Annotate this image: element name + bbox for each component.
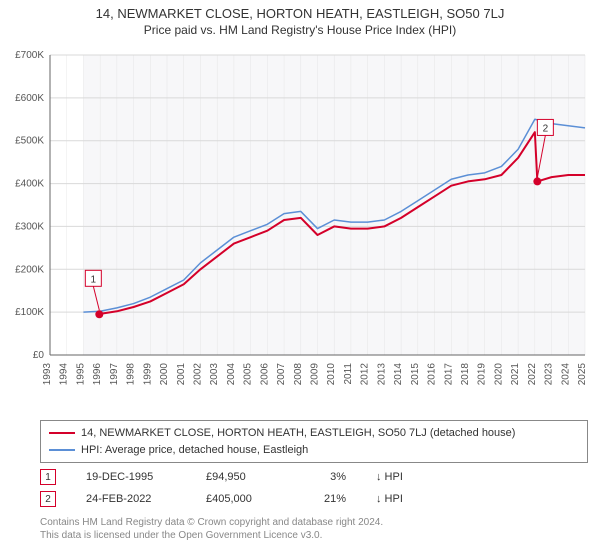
svg-text:2001: 2001	[176, 363, 187, 386]
svg-text:1993: 1993	[42, 363, 53, 386]
svg-text:£600K: £600K	[15, 93, 44, 104]
legend-swatch	[49, 432, 75, 434]
transaction-marker: 2	[40, 491, 56, 507]
transaction-pct: 3%	[306, 471, 346, 483]
svg-text:£0: £0	[33, 350, 45, 361]
legend: 14, NEWMARKET CLOSE, HORTON HEATH, EASTL…	[40, 420, 588, 463]
price-chart: £0£100K£200K£300K£400K£500K£600K£700K199…	[50, 50, 590, 400]
svg-text:£300K: £300K	[15, 221, 44, 232]
svg-text:2023: 2023	[544, 363, 555, 386]
svg-text:2019: 2019	[477, 363, 488, 386]
svg-text:£700K: £700K	[15, 50, 44, 61]
footer-attribution: Contains HM Land Registry data © Crown c…	[40, 516, 383, 542]
transaction-date: 24-FEB-2022	[86, 493, 176, 505]
svg-text:2024: 2024	[560, 363, 571, 386]
svg-text:2012: 2012	[360, 363, 371, 386]
chart-container: 14, NEWMARKET CLOSE, HORTON HEATH, EASTL…	[0, 0, 600, 560]
legend-label: HPI: Average price, detached house, East…	[81, 442, 308, 459]
transaction-row: 2 24-FEB-2022 £405,000 21% ↓ HPI	[40, 488, 466, 510]
transactions-table: 1 19-DEC-1995 £94,950 3% ↓ HPI 2 24-FEB-2022 £4…	[40, 466, 466, 510]
svg-text:2010: 2010	[326, 363, 337, 386]
svg-text:1: 1	[91, 274, 97, 285]
svg-text:2016: 2016	[427, 363, 438, 386]
svg-text:2022: 2022	[527, 363, 538, 386]
chart-subtitle: Price paid vs. HM Land Registry's House …	[0, 23, 600, 37]
svg-text:2009: 2009	[310, 363, 321, 386]
svg-text:1994: 1994	[59, 363, 70, 386]
legend-swatch	[49, 449, 75, 451]
title-block: 14, NEWMARKET CLOSE, HORTON HEATH, EASTL…	[0, 0, 600, 37]
transaction-direction: ↓ HPI	[376, 471, 466, 483]
svg-text:2003: 2003	[209, 363, 220, 386]
svg-text:2005: 2005	[243, 363, 254, 386]
legend-item: 14, NEWMARKET CLOSE, HORTON HEATH, EASTL…	[49, 425, 579, 442]
svg-text:£100K: £100K	[15, 307, 44, 318]
transaction-row: 1 19-DEC-1995 £94,950 3% ↓ HPI	[40, 466, 466, 488]
svg-text:2004: 2004	[226, 363, 237, 386]
transaction-marker: 1	[40, 469, 56, 485]
svg-text:£400K: £400K	[15, 179, 44, 190]
svg-text:1997: 1997	[109, 363, 120, 386]
svg-text:2025: 2025	[577, 363, 588, 386]
transaction-direction: ↓ HPI	[376, 493, 466, 505]
chart-title: 14, NEWMARKET CLOSE, HORTON HEATH, EASTL…	[0, 6, 600, 21]
svg-text:£500K: £500K	[15, 136, 44, 147]
svg-text:2018: 2018	[460, 363, 471, 386]
svg-text:2021: 2021	[510, 363, 521, 386]
svg-text:1999: 1999	[142, 363, 153, 386]
footer-line-1: Contains HM Land Registry data © Crown c…	[40, 516, 383, 529]
svg-text:2000: 2000	[159, 363, 170, 386]
svg-text:2015: 2015	[410, 363, 421, 386]
svg-text:2017: 2017	[443, 363, 454, 386]
transaction-pct: 21%	[306, 493, 346, 505]
transaction-price: £94,950	[206, 471, 276, 483]
svg-text:2007: 2007	[276, 363, 287, 386]
transaction-date: 19-DEC-1995	[86, 471, 176, 483]
transaction-price: £405,000	[206, 493, 276, 505]
svg-text:1998: 1998	[126, 363, 137, 386]
svg-text:2020: 2020	[493, 363, 504, 386]
footer-line-2: This data is licensed under the Open Gov…	[40, 529, 383, 542]
legend-label: 14, NEWMARKET CLOSE, HORTON HEATH, EASTL…	[81, 425, 515, 442]
legend-item: HPI: Average price, detached house, East…	[49, 442, 579, 459]
svg-text:2014: 2014	[393, 363, 404, 386]
svg-text:2008: 2008	[293, 363, 304, 386]
svg-text:1995: 1995	[75, 363, 86, 386]
svg-text:1996: 1996	[92, 363, 103, 386]
svg-text:2011: 2011	[343, 363, 354, 385]
svg-text:2: 2	[543, 123, 549, 134]
svg-text:2002: 2002	[192, 363, 203, 386]
svg-text:£200K: £200K	[15, 264, 44, 275]
svg-text:2006: 2006	[259, 363, 270, 386]
svg-text:2013: 2013	[376, 363, 387, 386]
